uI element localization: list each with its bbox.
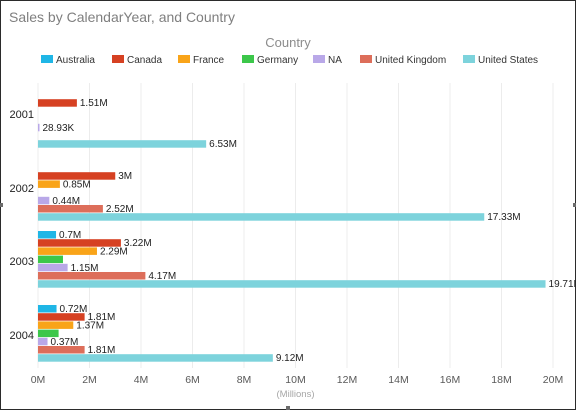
data-label-france-2003: 2.29M: [100, 246, 128, 257]
legend-swatch-united-kingdom[interactable]: [360, 55, 372, 63]
data-label-united-states-2004: 9.12M: [276, 353, 304, 364]
bar-na-2004[interactable]: [38, 337, 48, 346]
bar-na-2003[interactable]: [38, 263, 68, 272]
resize-handle-left[interactable]: [0, 203, 3, 207]
bar-france-2003[interactable]: [38, 247, 97, 255]
bar-united-kingdom-2002[interactable]: [38, 205, 103, 213]
x-tick-label-16m: 16M: [440, 374, 460, 386]
data-label-canada-2001: 1.51M: [80, 98, 108, 109]
legend-label-australia[interactable]: Australia: [56, 55, 95, 66]
data-label-united-states-2001: 6.53M: [209, 139, 237, 150]
bar-australia-2004[interactable]: [38, 305, 57, 313]
legend-swatch-australia[interactable]: [41, 55, 53, 63]
x-axis-title: (Millions): [277, 389, 315, 400]
bar-australia-2003[interactable]: [38, 231, 57, 239]
data-label-na-2001: 28.93K: [43, 123, 75, 134]
bar-united-states-2002[interactable]: [38, 213, 485, 221]
data-label-canada-2004: 1.81M: [88, 312, 116, 323]
x-tick-label-20m: 20M: [543, 374, 563, 386]
x-tick-label-6m: 6M: [185, 374, 200, 386]
data-label-united-states-2003: 19.71M: [549, 279, 576, 290]
legend-swatch-france[interactable]: [178, 55, 190, 63]
data-label-canada-2003: 3.22M: [124, 238, 152, 249]
bar-canada-2003[interactable]: [38, 239, 121, 247]
bar-united-states-2004[interactable]: [38, 354, 273, 362]
legend-label-united-kingdom[interactable]: United Kingdom: [375, 55, 446, 66]
data-label-na-2004: 0.37M: [51, 337, 79, 348]
bar-na-2002[interactable]: [38, 196, 50, 205]
category-label-2004: 2004: [10, 330, 34, 342]
bar-canada-2002[interactable]: [38, 172, 116, 180]
bar-united-kingdom-2004[interactable]: [38, 346, 85, 354]
x-tick-label-10m: 10M: [285, 374, 305, 386]
data-label-australia-2003: 0.7M: [59, 230, 81, 241]
bar-germany-2003[interactable]: [38, 255, 63, 264]
bar-united-states-2001[interactable]: [38, 140, 207, 148]
data-label-france-2002: 0.85M: [63, 179, 91, 190]
chart-title: Sales by CalendarYear, and Country: [9, 9, 235, 25]
x-tick-label-0m: 0M: [31, 374, 46, 386]
bar-na-2001[interactable]: [38, 123, 40, 132]
data-label-na-2003: 1.15M: [71, 263, 99, 274]
x-tick-label-12m: 12M: [337, 374, 357, 386]
data-label-united-kingdom-2003: 4.17M: [148, 271, 176, 282]
x-tick-label-14m: 14M: [388, 374, 408, 386]
legend-swatch-na[interactable]: [313, 55, 325, 63]
data-label-canada-2002: 3M: [118, 171, 132, 182]
resize-handle-bottom[interactable]: [286, 406, 290, 410]
legend-swatch-germany[interactable]: [242, 55, 254, 63]
data-label-united-kingdom-2002: 2.52M: [106, 204, 134, 215]
legend-label-canada[interactable]: Canada: [127, 55, 162, 66]
data-label-france-2004: 1.37M: [76, 320, 104, 331]
data-label-australia-2004: 0.72M: [60, 304, 88, 315]
x-tick-label-18m: 18M: [491, 374, 511, 386]
legend-label-germany[interactable]: Germany: [257, 55, 298, 66]
resize-handle-right[interactable]: [573, 203, 576, 207]
bar-france-2004[interactable]: [38, 321, 74, 329]
category-label-2003: 2003: [10, 256, 34, 268]
bar-united-states-2003[interactable]: [38, 280, 546, 288]
x-tick-label-8m: 8M: [237, 374, 252, 386]
x-tick-label-2m: 2M: [82, 374, 97, 386]
bar-united-kingdom-2003[interactable]: [38, 272, 146, 280]
data-label-united-kingdom-2004: 1.81M: [88, 345, 116, 356]
data-label-united-states-2002: 17.33M: [487, 212, 520, 223]
category-label-2001: 2001: [10, 109, 34, 121]
bar-germany-2004[interactable]: [38, 329, 59, 338]
legend-title: Country: [265, 35, 311, 50]
legend-label-france[interactable]: France: [193, 55, 225, 66]
legend-label-na[interactable]: NA: [328, 55, 342, 66]
bar-canada-2004[interactable]: [38, 313, 85, 321]
category-label-2002: 2002: [10, 183, 34, 195]
x-tick-label-4m: 4M: [134, 374, 149, 386]
data-label-na-2002: 0.44M: [52, 196, 80, 207]
bar-france-2002[interactable]: [38, 180, 60, 188]
legend-label-united-states[interactable]: United States: [478, 55, 538, 66]
legend-swatch-canada[interactable]: [112, 55, 124, 63]
bar-canada-2001[interactable]: [38, 99, 77, 107]
legend-swatch-united-states[interactable]: [463, 55, 475, 63]
